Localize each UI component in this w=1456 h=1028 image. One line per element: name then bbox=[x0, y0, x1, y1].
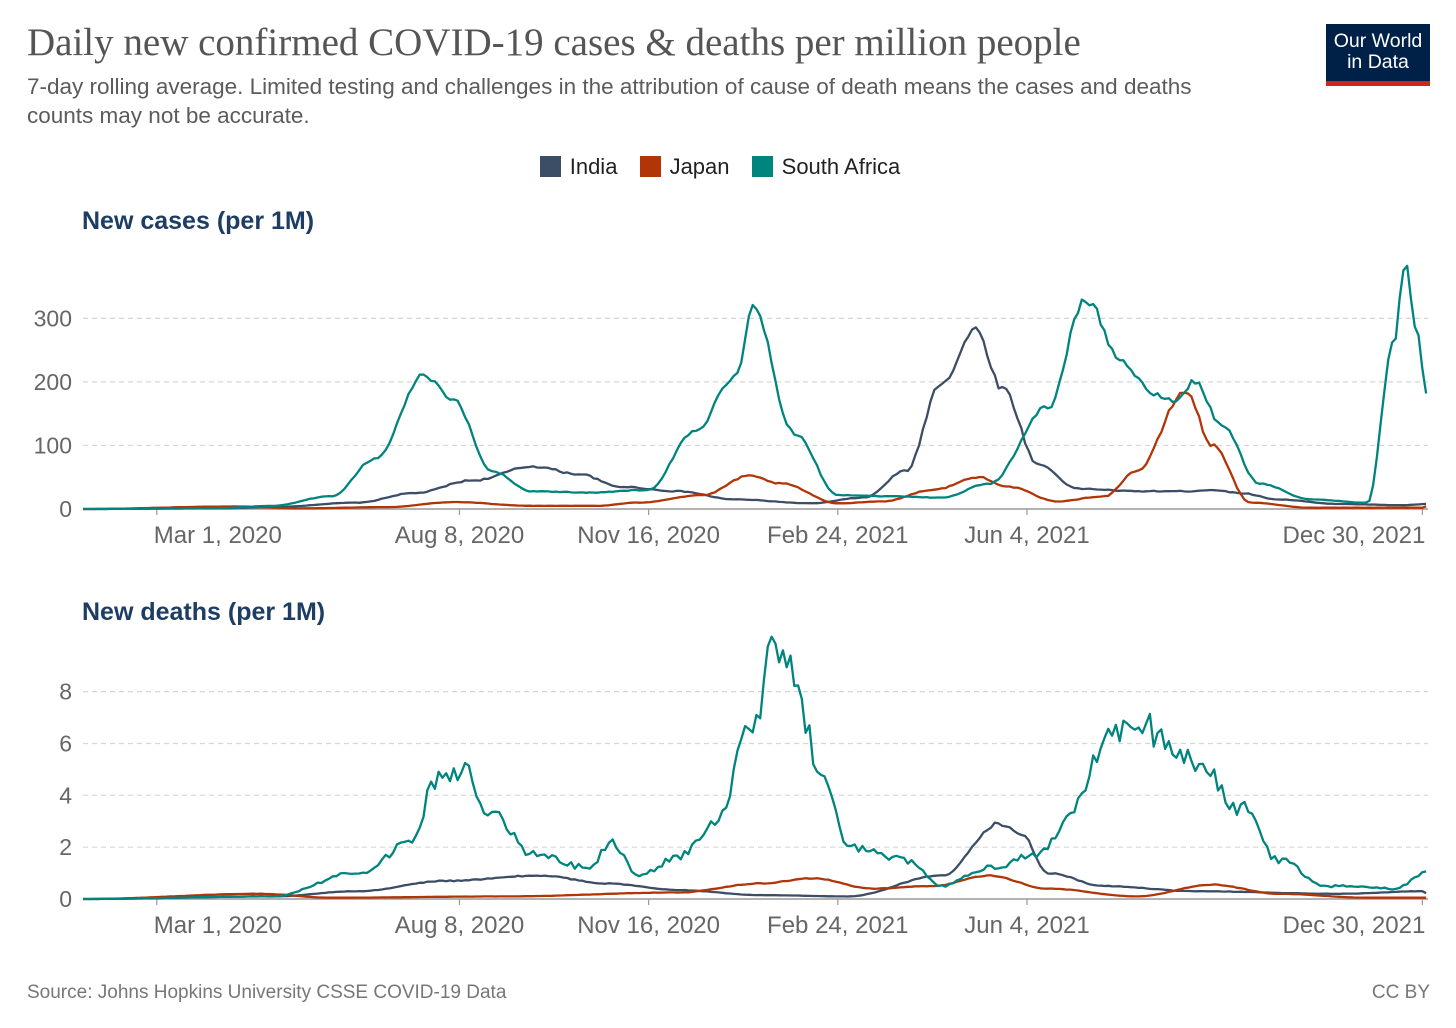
legend-label-india: India bbox=[569, 154, 618, 179]
x-tick-label: Jun 4, 2021 bbox=[964, 522, 1089, 549]
y-tick-label: 0 bbox=[59, 886, 72, 912]
chart-subtitle: 7-day rolling average. Limited testing a… bbox=[27, 74, 1192, 128]
legend-item-japan[interactable]: Japan bbox=[639, 154, 730, 180]
series-line-south-africa[interactable] bbox=[83, 635, 1427, 901]
x-tick-label: Nov 16, 2020 bbox=[577, 912, 720, 939]
legend-label-japan: Japan bbox=[669, 154, 730, 179]
series-line-south-africa[interactable] bbox=[83, 264, 1428, 511]
x-tick-label: Mar 1, 2020 bbox=[154, 522, 282, 549]
source-note: Source: Johns Hopkins University CSSE CO… bbox=[27, 982, 507, 1003]
legend-swatch-india bbox=[539, 156, 561, 177]
legend-item-south-africa[interactable]: South Africa bbox=[751, 154, 901, 180]
series-line-japan[interactable] bbox=[83, 391, 1427, 511]
y-tick-label: 4 bbox=[59, 782, 72, 808]
y-tick-label: 200 bbox=[34, 369, 72, 395]
series-line-india[interactable] bbox=[83, 821, 1427, 901]
x-tick-label: Feb 24, 2021 bbox=[767, 522, 908, 549]
y-tick-label: 100 bbox=[34, 432, 72, 458]
legend-swatch-japan bbox=[639, 156, 661, 177]
x-tick-label: Jun 4, 2021 bbox=[964, 912, 1089, 939]
legend-swatch-south-africa bbox=[751, 156, 773, 177]
y-tick-label: 0 bbox=[59, 496, 72, 522]
x-tick-label: Aug 8, 2020 bbox=[395, 522, 524, 549]
y-tick-label: 2 bbox=[59, 834, 72, 860]
y-tick-label: 6 bbox=[59, 730, 72, 756]
x-tick-label: Nov 16, 2020 bbox=[577, 522, 720, 549]
legend-item-india[interactable]: India bbox=[539, 154, 618, 180]
legend: India Japan South Africa bbox=[0, 154, 1440, 180]
x-tick-label: Mar 1, 2020 bbox=[154, 912, 282, 939]
panel-cases: 0 100 200 300 Mar 1, 2020 Aug 8, 2020 Nov 16, … bbox=[34, 264, 1428, 549]
series-line-japan[interactable] bbox=[83, 874, 1427, 901]
logo-line-1: Our World bbox=[1333, 30, 1423, 52]
series-line-india[interactable] bbox=[83, 326, 1427, 511]
y-tick-label: 300 bbox=[34, 305, 72, 331]
deaths-panel-title: New deaths (per 1M) bbox=[82, 598, 326, 626]
x-tick-label: Aug 8, 2020 bbox=[395, 912, 524, 939]
owid-logo[interactable]: Our World in Data bbox=[1326, 24, 1430, 86]
chart-title: Daily new confirmed COVID-19 cases & dea… bbox=[27, 21, 1081, 64]
cases-panel-title: New cases (per 1M) bbox=[82, 207, 315, 235]
y-tick-label: 8 bbox=[59, 679, 72, 705]
panel-deaths: 0 2 4 6 8 Mar 1, 2020 Aug 8, 2020 Nov 16, 2020 F… bbox=[59, 635, 1428, 939]
logo-line-2: in Data bbox=[1347, 51, 1409, 73]
license-note[interactable]: CC BY bbox=[1371, 982, 1430, 1003]
x-tick-label: Dec 30, 2021 bbox=[1283, 912, 1426, 939]
legend-label-south-africa: South Africa bbox=[781, 154, 901, 179]
x-tick-label: Dec 30, 2021 bbox=[1283, 522, 1426, 549]
logo-accent-bar bbox=[1326, 81, 1430, 86]
x-tick-label: Feb 24, 2021 bbox=[767, 912, 908, 939]
